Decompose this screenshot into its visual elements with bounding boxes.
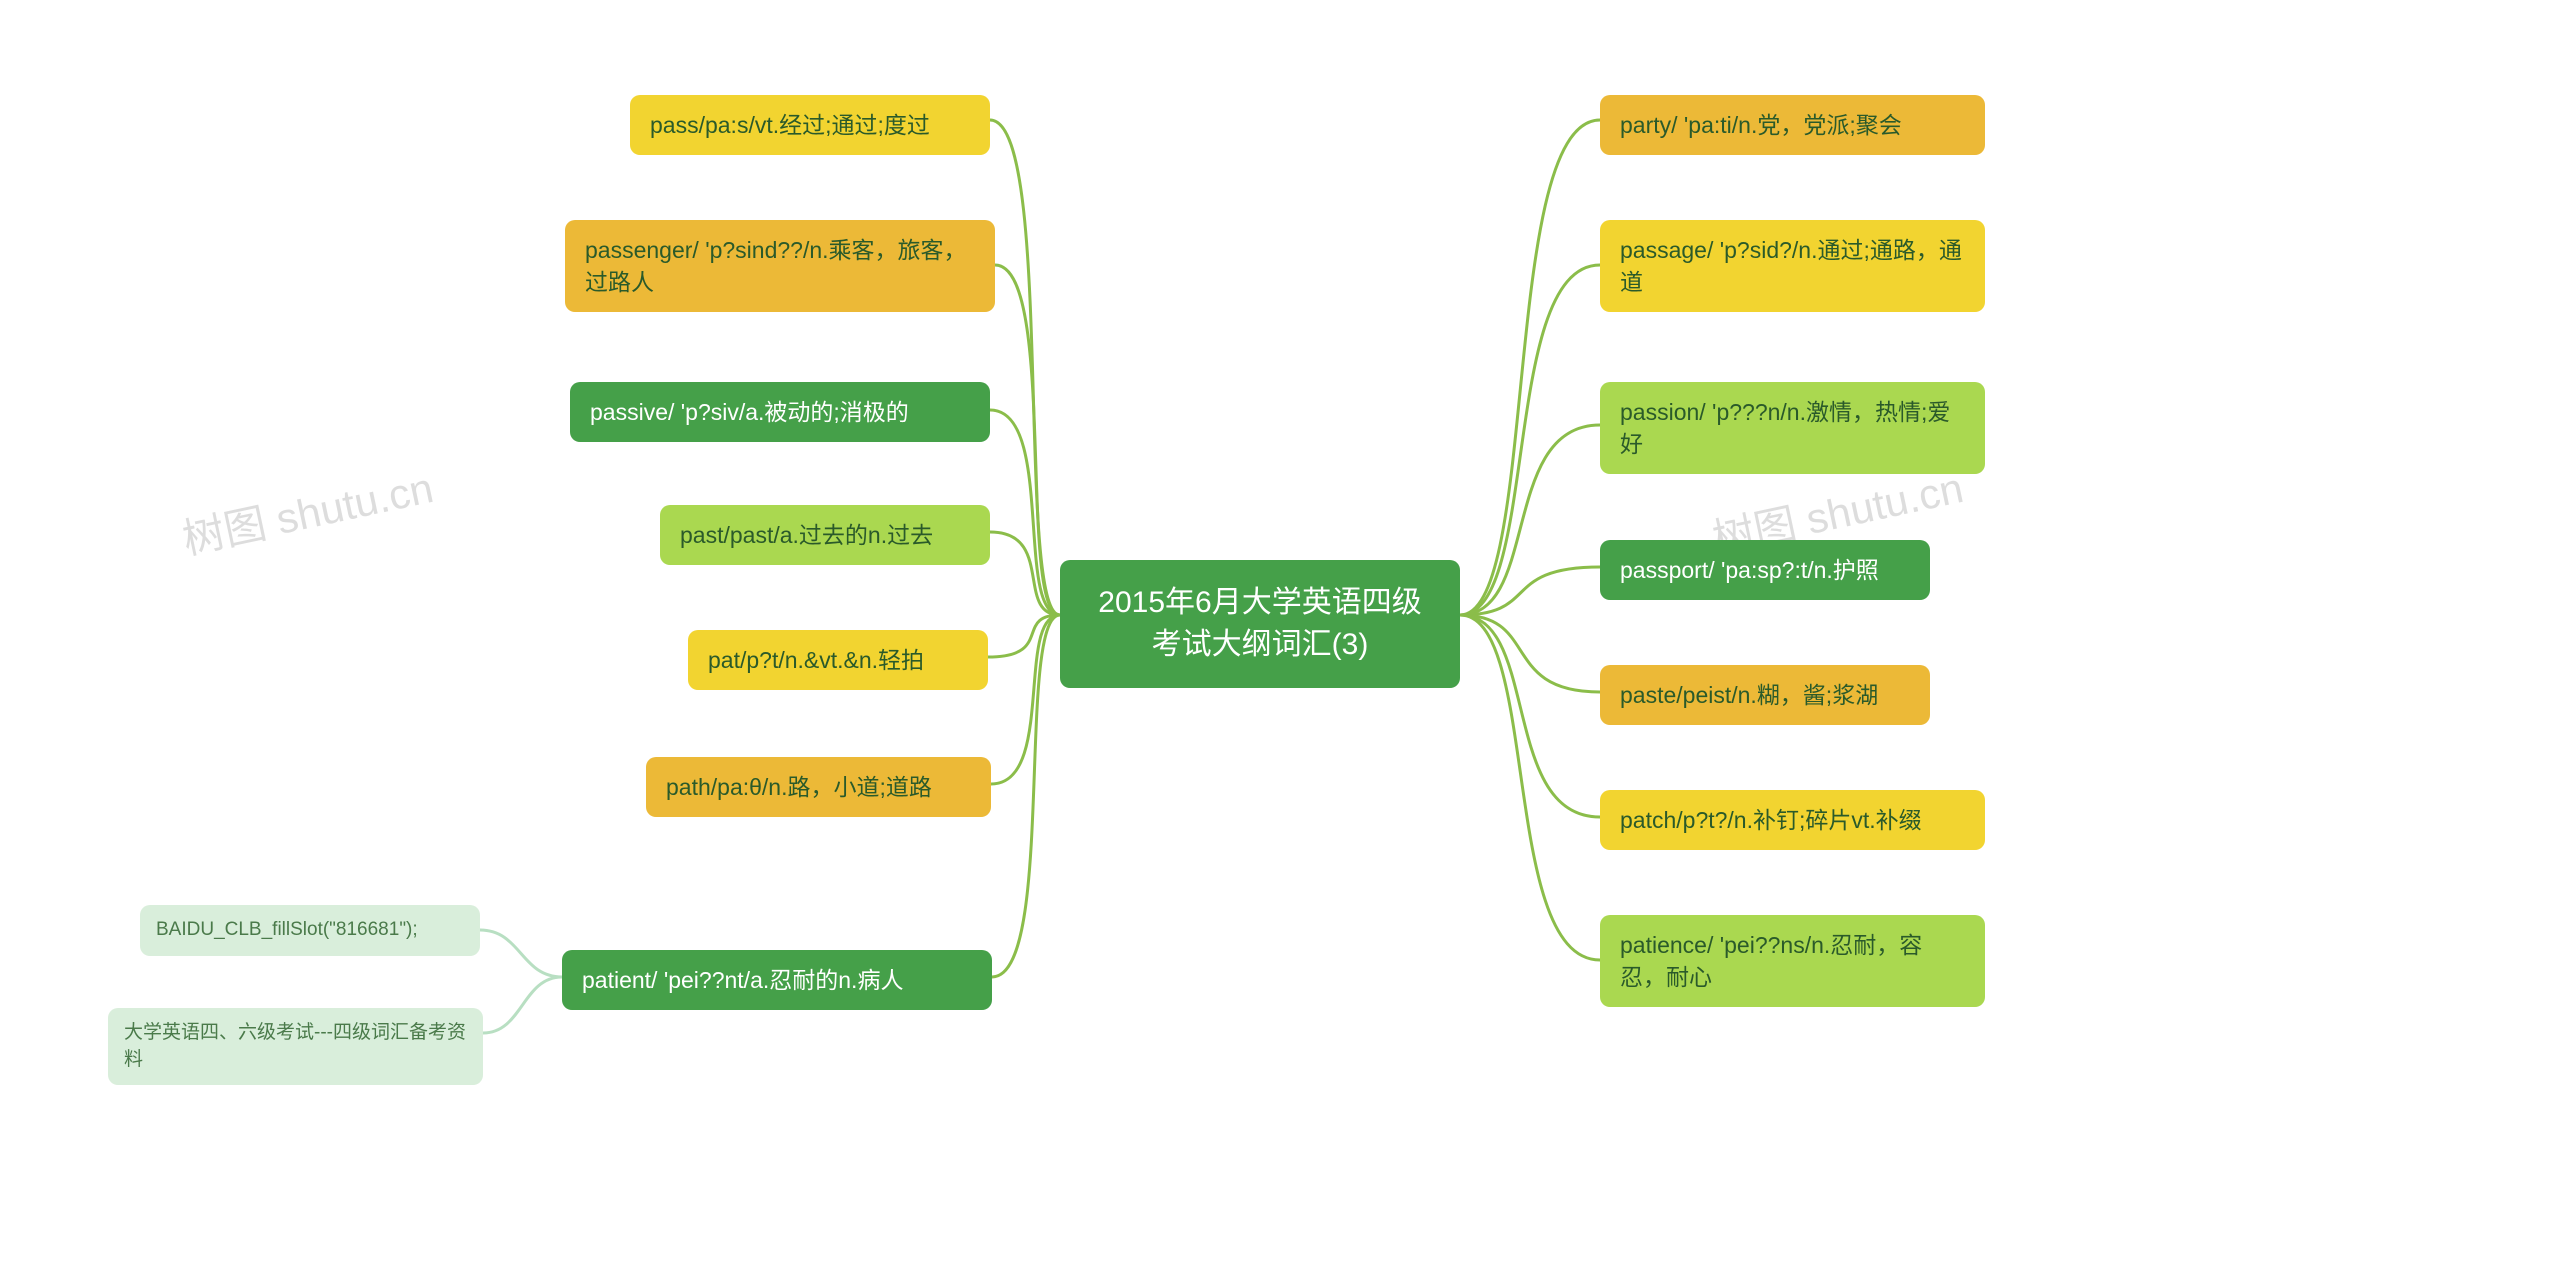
right-node-5: patch/p?t?/n.补钉;碎片vt.补缀 (1600, 790, 1985, 850)
sub-node-1: 大学英语四、六级考试---四级词汇备考资料 (108, 1008, 483, 1085)
left-node-1: passenger/ 'p?sind??/n.乘客，旅客，过路人 (565, 220, 995, 312)
center-node: 2015年6月大学英语四级考试大纲词汇(3) (1060, 560, 1460, 688)
left-node-3: past/past/a.过去的n.过去 (660, 505, 990, 565)
left-node-5: path/pa:θ/n.路，小道;道路 (646, 757, 991, 817)
left-node-6: patient/ 'pei??nt/a.忍耐的n.病人 (562, 950, 992, 1010)
left-node-0: pass/pa:s/vt.经过;通过;度过 (630, 95, 990, 155)
watermark: 树图 shutu.cn (176, 454, 438, 567)
left-node-2: passive/ 'p?siv/a.被动的;消极的 (570, 382, 990, 442)
right-node-2: passion/ 'p???n/n.激情，热情;爱好 (1600, 382, 1985, 474)
right-node-0: party/ 'pa:ti/n.党，党派;聚会 (1600, 95, 1985, 155)
right-node-3: passport/ 'pa:sp?:t/n.护照 (1600, 540, 1930, 600)
right-node-4: paste/peist/n.糊，酱;浆湖 (1600, 665, 1930, 725)
right-node-6: patience/ 'pei??ns/n.忍耐，容忍，耐心 (1600, 915, 1985, 1007)
sub-node-0: BAIDU_CLB_fillSlot("816681"); (140, 905, 480, 956)
left-node-4: pat/p?t/n.&vt.&n.轻拍 (688, 630, 988, 690)
right-node-1: passage/ 'p?sid?/n.通过;通路，通道 (1600, 220, 1985, 312)
